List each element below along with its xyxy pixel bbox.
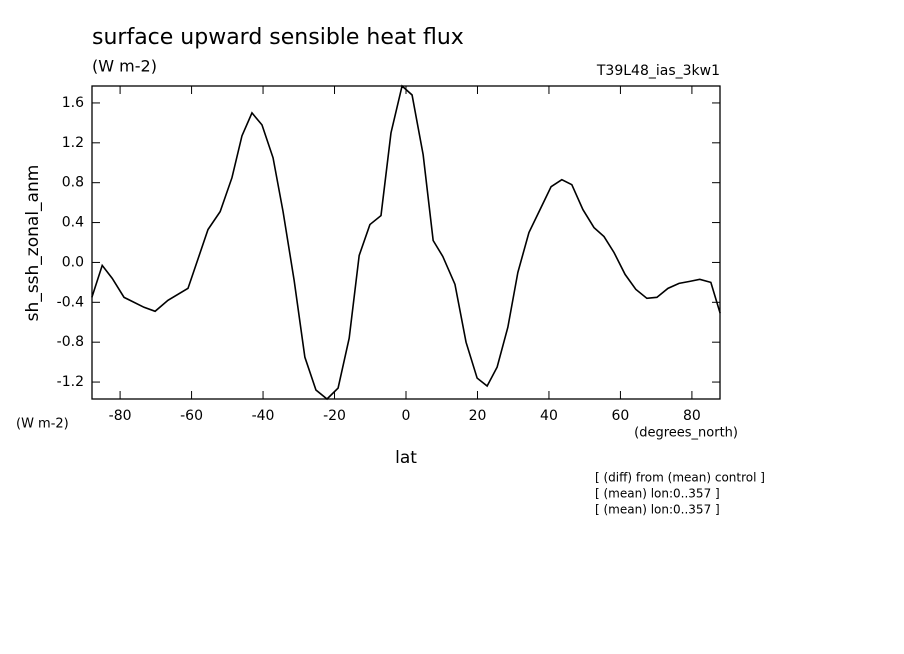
x-axis-label: lat — [395, 448, 417, 468]
note: [ (diff) from (mean) control ] — [595, 471, 765, 485]
y-tick-label: 1.2 — [62, 135, 84, 151]
y-tick-label: 0.0 — [62, 254, 84, 270]
y-tick-label: 1.6 — [62, 95, 84, 111]
note: [ (mean) lon:0..357 ] — [595, 503, 720, 517]
x-tick-label: -20 — [323, 408, 346, 424]
x-tick-label: 40 — [540, 408, 558, 424]
note: [ (mean) lon:0..357 ] — [595, 487, 720, 501]
y-tick-label: -1.2 — [57, 374, 84, 390]
x-tick-label: -60 — [180, 408, 203, 424]
y-tick-label: 0.8 — [62, 175, 84, 191]
data-line — [91, 84, 721, 401]
y-axis-label: sh_ssh_zonal_anm — [23, 165, 43, 322]
y-tick-label: 0.4 — [62, 215, 84, 231]
x-tick-label: -80 — [109, 408, 132, 424]
subtitle: (W m-2) — [92, 57, 157, 76]
x-units: (degrees_north) — [634, 426, 738, 441]
run-label: T39L48_ias_3kw1 — [596, 63, 720, 79]
y-units: (W m-2) — [16, 417, 69, 432]
y-tick-label: -0.8 — [57, 334, 84, 350]
x-tick-label: -40 — [252, 408, 275, 424]
x-tick-label: 80 — [683, 408, 701, 424]
plot-frame — [91, 85, 721, 400]
x-tick-label: 0 — [402, 408, 411, 424]
x-tick-label: 20 — [469, 408, 487, 424]
chart-title: surface upward sensible heat flux — [92, 25, 464, 50]
y-tick-label: -0.4 — [57, 294, 84, 310]
x-tick-label: 60 — [612, 408, 630, 424]
